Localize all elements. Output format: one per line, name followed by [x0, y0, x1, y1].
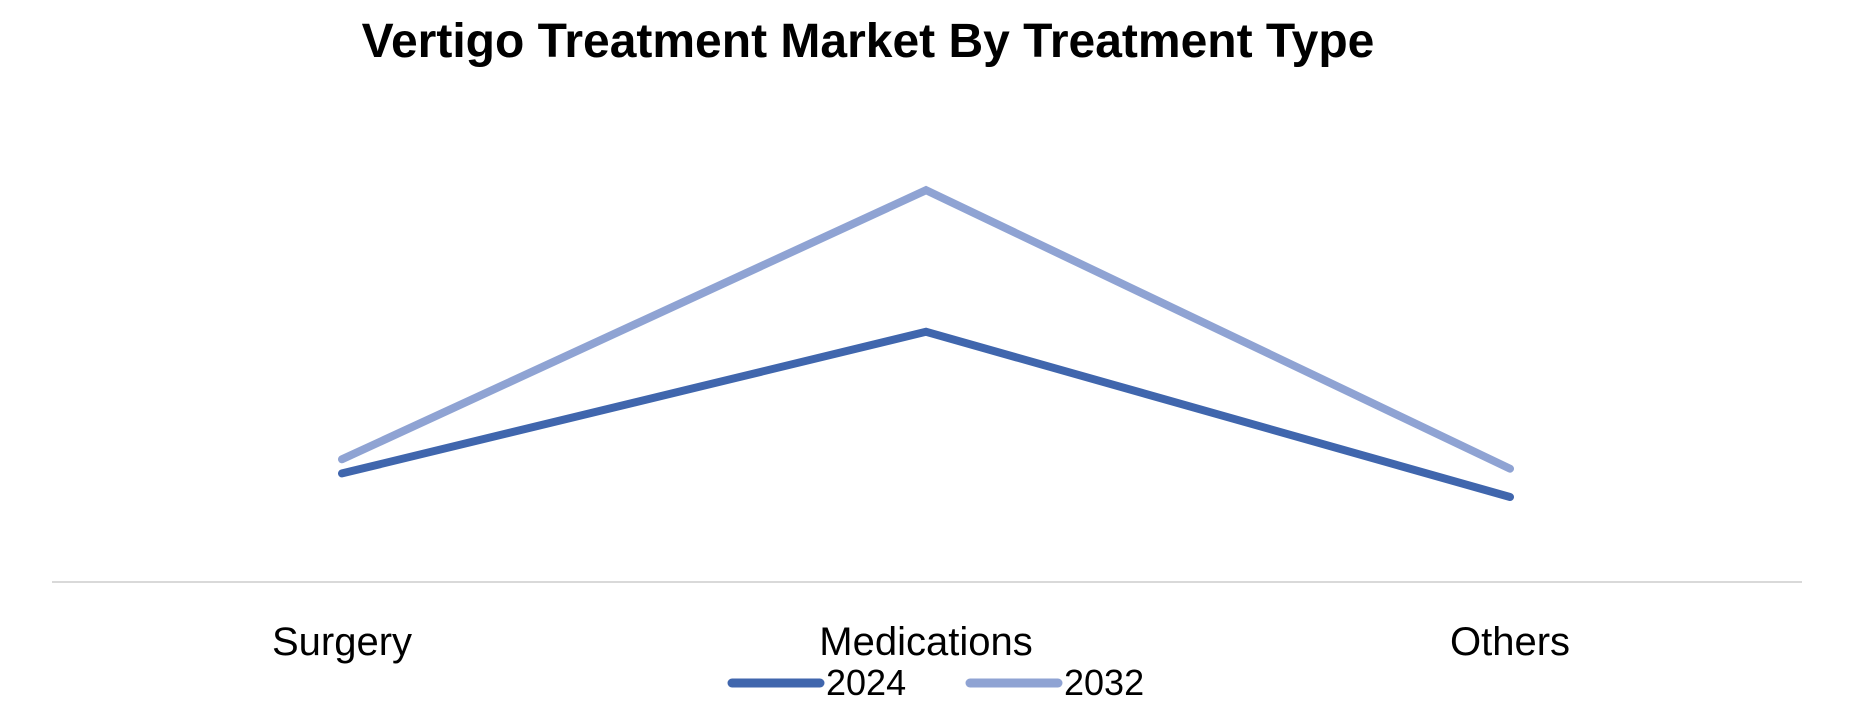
category-label-others: Others: [1450, 620, 1570, 664]
series-line-2032: [338, 185, 1514, 473]
chart-title: Vertigo Treatment Market By Treatment Ty…: [362, 15, 1375, 68]
series-line-2024: [338, 327, 1514, 501]
category-label-medications: Medications: [819, 620, 1032, 664]
series-layer: [338, 185, 1514, 501]
legend: 2024 2032: [727, 662, 1144, 703]
category-labels: Surgery Medications Others: [272, 620, 1570, 664]
legend-label-2032: 2032: [1064, 662, 1144, 703]
legend-label-2024: 2024: [826, 662, 906, 703]
category-label-surgery: Surgery: [272, 620, 412, 664]
